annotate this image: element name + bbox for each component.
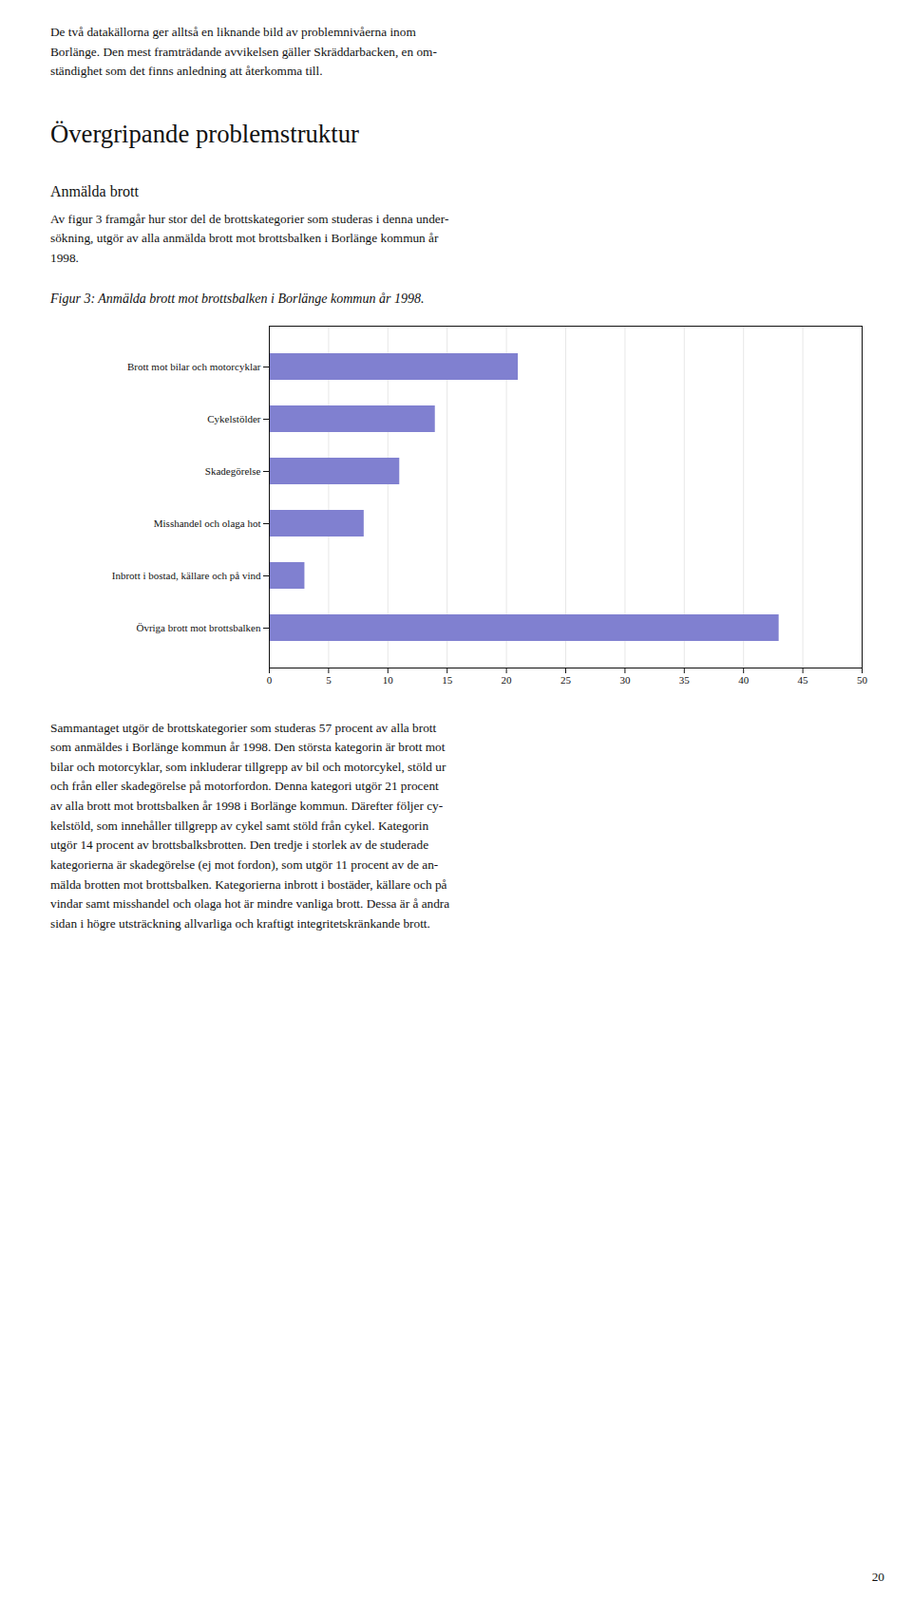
svg-text:40: 40 xyxy=(738,674,750,686)
html-text:Sammantaget utgör de brottskat: Sammantaget utgör de brottskategorier so… xyxy=(50,720,437,736)
html-text:mälda brotten mot brottsbalken: mälda brotten mot brottsbalken. Kategori… xyxy=(50,877,447,892)
svg-text:Cykelstölder: Cykelstölder xyxy=(207,413,262,425)
html-text:Figur 3: Anmälda brott mot bro: Figur 3: Anmälda brott mot brottsbalken … xyxy=(50,291,425,306)
svg-text:Övriga brott mot brottsbalken: Övriga brott mot brottsbalken xyxy=(135,622,262,634)
svg-text:20: 20 xyxy=(501,674,513,686)
html-text:1998.: 1998. xyxy=(50,250,79,266)
svg-text:30: 30 xyxy=(619,674,631,686)
svg-text:50: 50 xyxy=(856,674,869,686)
html-text:Av figur 3 framgår hur stor de: Av figur 3 framgår hur stor del de brott… xyxy=(50,211,449,226)
html-text:vindar samt misshandel och ola: vindar samt misshandel och olaga hot är … xyxy=(50,896,450,912)
html-text:ständighet som det finns anled: ständighet som det finns anledning att å… xyxy=(50,63,323,79)
svg-text:0: 0 xyxy=(266,674,273,686)
html-text:20: 20 xyxy=(871,1570,885,1585)
html-text:Borlänge. Den mest framträdand: Borlänge. Den mest framträdande avvikels… xyxy=(50,44,437,59)
html-text:bilar och motorcyklar, som ink: bilar och motorcyklar, som inkluderar ti… xyxy=(50,759,446,775)
svg-text:25: 25 xyxy=(560,674,572,686)
html-text:sidan i högre utsträckning all: sidan i högre utsträckning allvarliga oc… xyxy=(50,916,431,931)
html-text:Övergripande problemstruktur: Övergripande problemstruktur xyxy=(50,119,360,149)
html-text:De två datakällorna ger alltså: De två datakällorna ger alltså en liknan… xyxy=(50,24,416,39)
html-text:sökning, utgör av alla anmälda: sökning, utgör av alla anmälda brott mot… xyxy=(50,231,439,246)
html-text:utgör 14 procent av brottsbalk: utgör 14 procent av brottsbalksbrotten. … xyxy=(50,838,429,853)
html-text:av alla brott mot brottsbalken: av alla brott mot brottsbalken år 1998 i… xyxy=(50,799,443,814)
html-text:som anmäldes i Borlänge kommun: som anmäldes i Borlänge kommun år 1998. … xyxy=(50,740,446,755)
svg-text:Skadegörelse: Skadegörelse xyxy=(205,465,262,477)
svg-text:Inbrott i bostad, källare och: Inbrott i bostad, källare och på vind xyxy=(112,570,262,582)
svg-text:35: 35 xyxy=(679,674,691,686)
svg-text:10: 10 xyxy=(382,674,395,686)
svg-text:45: 45 xyxy=(798,674,810,686)
html-text:kelstöld, som innehåller tillg: kelstöld, som innehåller tillgrepp av cy… xyxy=(50,818,429,833)
svg-text:Misshandel och olaga hot: Misshandel och olaga hot xyxy=(153,517,262,530)
svg-text:Brott mot bilar och motorcykla: Brott mot bilar och motorcyklar xyxy=(127,361,262,373)
html-text:Anmälda brott: Anmälda brott xyxy=(50,183,139,200)
svg-text:5: 5 xyxy=(325,674,332,686)
html-text:kategorierna är skadegörelse (: kategorierna är skadegörelse (ej mot for… xyxy=(50,857,439,873)
html-text:och från eller skadegörelse på: och från eller skadegörelse på motorford… xyxy=(50,779,439,794)
svg-text:15: 15 xyxy=(441,674,454,686)
